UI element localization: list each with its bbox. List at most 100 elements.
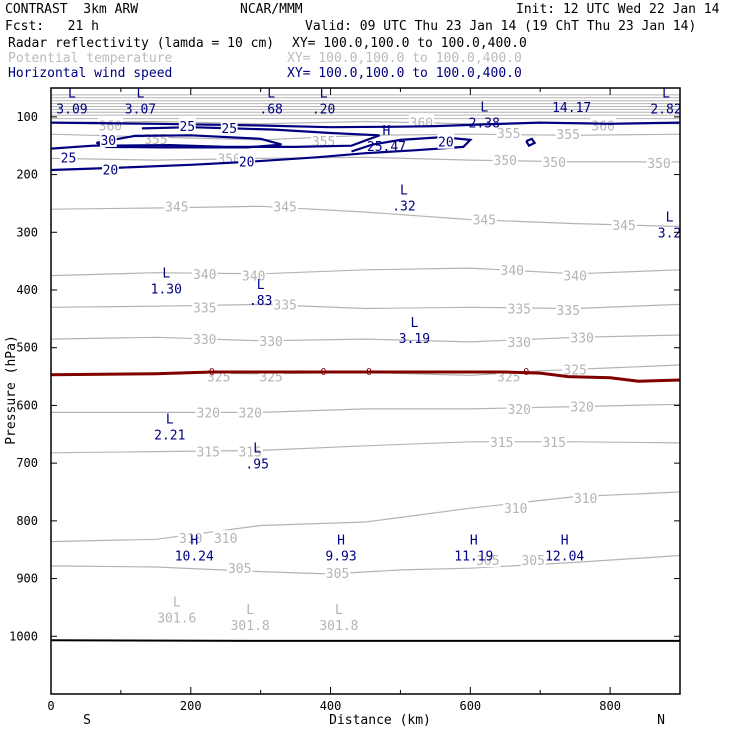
- theta-label-305: 305: [228, 562, 251, 577]
- theta-label-340: 340: [242, 270, 265, 285]
- theta-label-360-bg: [590, 117, 616, 133]
- extremum-value: 1.30: [151, 282, 182, 297]
- theta-label-335-bg: [272, 296, 298, 312]
- extremum-marker: L: [257, 278, 265, 293]
- theta-label-320-bg: [195, 404, 221, 420]
- theta-label-345-bg: [471, 211, 497, 227]
- theta-label-345: 345: [273, 200, 296, 215]
- wind-label-20-bg: [437, 133, 455, 149]
- theta-label-330: 330: [259, 335, 282, 350]
- extremum-marker: L: [166, 412, 174, 427]
- valid-time: Valid: 09 UTC Thu 23 Jan 14 (19 ChT Thu …: [305, 19, 697, 34]
- extremum-value: 3.2: [658, 226, 681, 241]
- x-tick-label: 400: [320, 699, 342, 713]
- theta-label-335: 335: [273, 298, 296, 313]
- theta-label-315: 315: [542, 436, 565, 451]
- theta-label-350: 350: [494, 154, 517, 169]
- wind-contour-20: [51, 135, 473, 172]
- theta-label-335: 335: [193, 301, 216, 316]
- plot-frame: [50, 87, 681, 695]
- extremum-value: .95: [245, 457, 268, 472]
- wind-label-20: 20: [239, 155, 255, 170]
- reflectivity-contour-0: [51, 370, 680, 383]
- extremum-marker: H: [383, 124, 391, 139]
- theta-label-340: 340: [193, 268, 216, 283]
- wind-label-20: 20: [103, 163, 119, 178]
- theta-label-355-bg: [496, 125, 522, 141]
- theta-label-350-bg: [492, 152, 518, 168]
- theta-label-345: 345: [473, 214, 496, 229]
- theta-label-330: 330: [508, 336, 531, 351]
- theta-label-360: 360: [591, 120, 614, 135]
- theta-label-320-bg: [237, 404, 263, 420]
- extremum-value: 3.09: [56, 102, 87, 117]
- wind-contour-30: [95, 134, 282, 149]
- x-end-label-south: S: [83, 713, 91, 728]
- extremum-value: 12.04: [545, 550, 584, 565]
- extremum-value: 14.17: [552, 101, 591, 116]
- wind-label-30: 30: [100, 134, 116, 149]
- org-label: NCAR/MMM: [240, 2, 303, 17]
- theta-label-345: 345: [165, 200, 188, 215]
- extremum-value: 11.19: [454, 550, 493, 565]
- wind-label-20-bg: [238, 153, 256, 169]
- extremum-value: 3.19: [399, 332, 430, 347]
- wind-label-20-bg: [102, 161, 119, 177]
- wind-label-25-bg: [178, 118, 196, 134]
- theta-label-355: 355: [556, 128, 579, 143]
- theta-contour-345: [51, 205, 680, 228]
- legend-wind-label: Horizontal wind speed: [8, 66, 173, 81]
- theta-label-330-bg: [569, 329, 595, 345]
- extremum-marker: L: [480, 101, 488, 116]
- theta-label-315: 315: [490, 436, 513, 451]
- theta-label-335-bg: [192, 299, 218, 315]
- extremum-marker: H: [470, 534, 478, 549]
- wind-contour-25: [51, 121, 680, 129]
- y-tick-label: 900: [16, 572, 38, 586]
- extremum-marker: L: [666, 210, 674, 225]
- theta-label-325: 325: [497, 371, 520, 386]
- theta-label-335-bg: [506, 300, 532, 316]
- legend-theta-label: Potential temperature: [8, 51, 173, 66]
- theta-label-355-bg: [555, 126, 581, 142]
- y-tick-label: 800: [16, 514, 38, 528]
- theta-label-310: 310: [214, 532, 237, 547]
- model-title: CONTRAST 3km ARW: [5, 2, 139, 17]
- theta-label-335: 335: [508, 302, 531, 317]
- theta-label-330-bg: [506, 333, 532, 349]
- forecast-hour: Fcst: 21 h: [5, 19, 99, 34]
- x-axis-label: Distance (km): [329, 713, 431, 728]
- theta-label-360-bg: [97, 117, 124, 133]
- y-tick-label: 600: [16, 398, 38, 412]
- theta-label-350: 350: [217, 152, 240, 167]
- y-tick-label: 100: [16, 110, 38, 124]
- legend-reflectivity-xy: XY= 100.0,100.0 to 100.0,400.0: [292, 36, 527, 51]
- theta-label-310-bg: [213, 530, 239, 546]
- theta-label-315-bg: [541, 433, 567, 449]
- surface-line: [51, 639, 680, 642]
- theta-contour-305: [51, 554, 680, 575]
- extremum-marker: L: [253, 441, 261, 456]
- theta-label-325: 325: [563, 364, 586, 379]
- theta-label-340: 340: [563, 270, 586, 285]
- theta-label-330-bg: [192, 331, 218, 347]
- extremum-marker: L: [246, 603, 254, 618]
- theta-label-315-bg: [237, 443, 263, 459]
- x-tick-label: 600: [459, 699, 481, 713]
- x-tick-label: 200: [180, 699, 202, 713]
- x-tick-label: 0: [47, 699, 54, 713]
- reflectivity-label: 0: [321, 367, 327, 378]
- extremum-value: 2.82: [650, 102, 681, 117]
- theta-label-310-bg: [573, 489, 599, 505]
- extremum-marker: L: [400, 183, 408, 198]
- theta-label-325: 325: [207, 371, 230, 386]
- extremum-marker: L: [162, 266, 170, 281]
- theta-label-325-bg: [562, 361, 588, 377]
- extremum-value: .20: [312, 102, 335, 117]
- y-tick-label: 700: [16, 456, 38, 470]
- extremum-value: 301.8: [319, 619, 358, 634]
- theta-contour-315: [51, 441, 680, 454]
- extremum-value: 25.47: [367, 140, 406, 155]
